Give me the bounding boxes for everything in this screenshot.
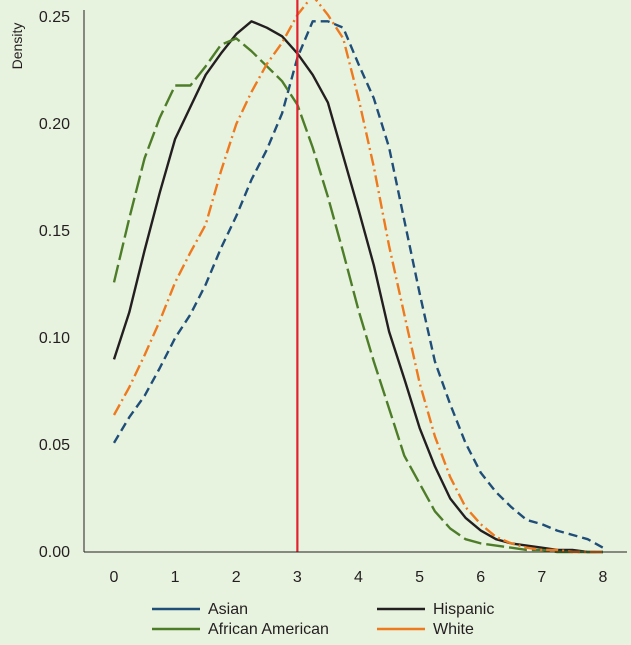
y-tick-label: 0.20 bbox=[39, 116, 70, 133]
series-line-white bbox=[112, 0, 603, 554]
y-tick-label: 0.25 bbox=[39, 9, 70, 26]
y-tick-label: 0.15 bbox=[39, 223, 70, 240]
x-tick-label: 2 bbox=[232, 569, 241, 586]
legend: Asian Hispanic African American White bbox=[152, 601, 494, 638]
x-tick-label: 4 bbox=[354, 569, 363, 586]
series-line-african-american bbox=[112, 37, 603, 554]
legend-label-african-american: African American bbox=[208, 621, 329, 638]
x-tick-label: 7 bbox=[537, 569, 546, 586]
lines-layer bbox=[112, 0, 604, 554]
y-tick-label: 0.05 bbox=[39, 437, 70, 454]
axes: 0.00 0.05 0.10 0.15 0.20 0.25 0 1 2 3 4 5 6 7 8 Densi… bbox=[9, 9, 627, 586]
legend-label-white: White bbox=[433, 621, 474, 638]
y-tick-labels: 0.00 0.05 0.10 0.15 0.20 0.25 bbox=[39, 9, 70, 561]
legend-label-hispanic: Hispanic bbox=[433, 601, 494, 618]
series-line-hispanic bbox=[112, 20, 603, 554]
y-tick-label: 0.00 bbox=[39, 544, 70, 561]
x-tick-label: 5 bbox=[415, 569, 424, 586]
x-tick-label: 0 bbox=[110, 569, 119, 586]
series-line-asian bbox=[112, 20, 604, 549]
x-tick-label: 8 bbox=[599, 569, 608, 586]
legend-label-asian: Asian bbox=[208, 601, 248, 618]
y-tick-label: 0.10 bbox=[39, 330, 70, 347]
x-tick-label: 1 bbox=[171, 569, 180, 586]
x-tick-label: 6 bbox=[476, 569, 485, 586]
x-tick-labels: 0 1 2 3 4 5 6 7 8 bbox=[110, 569, 608, 586]
x-tick-label: 3 bbox=[293, 569, 302, 586]
y-axis-label: Density bbox=[9, 23, 25, 70]
